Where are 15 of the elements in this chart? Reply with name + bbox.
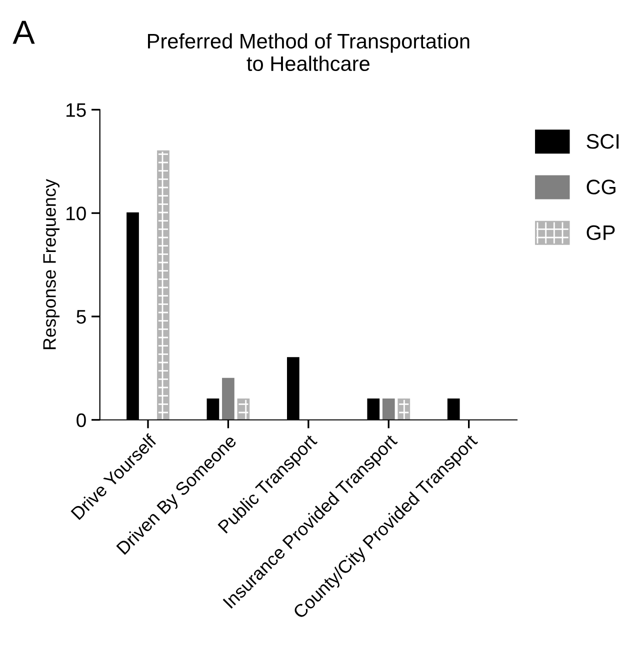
bar bbox=[222, 378, 234, 420]
chart-title: Preferred Method of Transportation to Healthcare bbox=[148, 33, 470, 72]
y-axis-title: Response Frequency bbox=[43, 179, 60, 350]
legend-label: CG bbox=[586, 180, 616, 194]
y-tick-label: 5 bbox=[76, 310, 86, 324]
bar bbox=[157, 150, 170, 420]
y-tick-label: 0 bbox=[76, 413, 86, 428]
text: A bbox=[12, 20, 35, 44]
legend-label: GP bbox=[586, 225, 615, 240]
bar bbox=[382, 398, 395, 420]
bar bbox=[398, 398, 410, 420]
y-tick-label: 10 bbox=[66, 206, 86, 220]
y-tick-label: 15 bbox=[66, 103, 86, 117]
bar bbox=[237, 398, 250, 420]
legend-label: SCI bbox=[586, 134, 619, 149]
